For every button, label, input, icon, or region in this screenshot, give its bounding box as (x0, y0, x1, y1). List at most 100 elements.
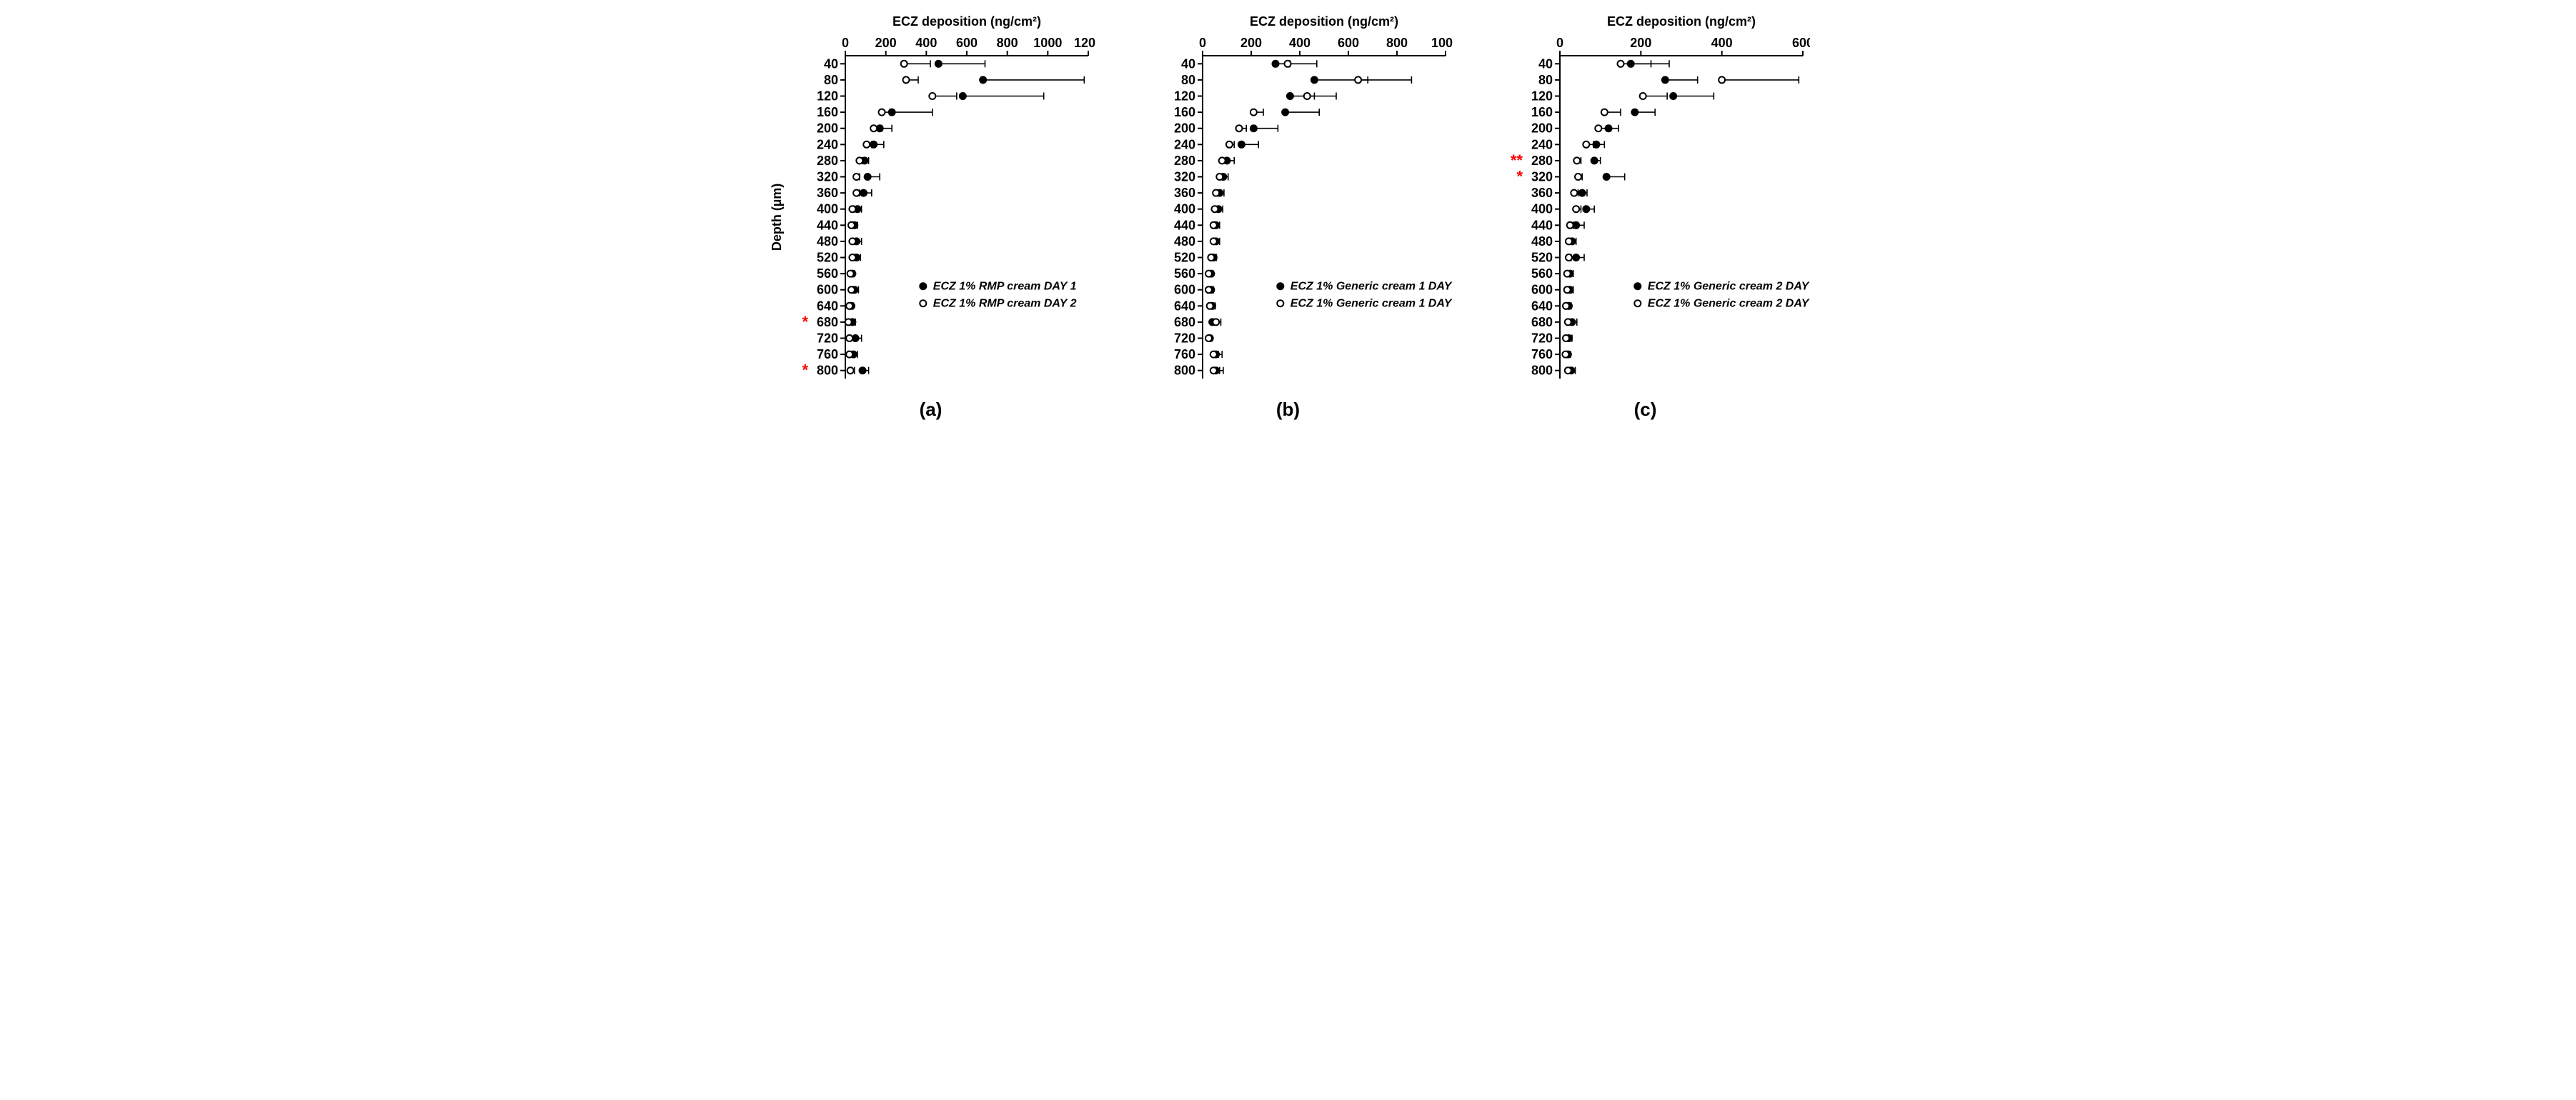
y-tick-label: 760 (1531, 347, 1552, 361)
y-tick-label: 240 (1531, 137, 1552, 151)
y-tick-label: 40 (823, 56, 837, 71)
data-marker-day1 (1627, 61, 1633, 67)
panel-label-c: (c) (1634, 399, 1657, 421)
data-marker-day2 (848, 222, 855, 229)
y-tick-label: 720 (1173, 331, 1195, 346)
data-marker-day2 (1303, 93, 1310, 99)
y-tick-label: 280 (816, 154, 837, 168)
data-marker-day2 (870, 125, 877, 131)
y-tick-label: 440 (1173, 218, 1195, 232)
x-tick-label: 200 (1240, 36, 1261, 50)
y-tick-label: 120 (1531, 89, 1552, 104)
data-marker-day2 (1575, 174, 1581, 180)
data-marker-day1 (1583, 206, 1589, 212)
data-marker-day1 (1593, 141, 1599, 148)
data-marker-day2 (849, 206, 855, 212)
y-tick-label: 720 (1531, 331, 1552, 346)
data-marker-day1 (870, 141, 877, 148)
data-marker-day2 (1210, 351, 1216, 358)
y-tick-label: 560 (1531, 266, 1552, 281)
y-tick-label: 160 (1173, 105, 1195, 119)
y-tick-label: 640 (816, 299, 837, 313)
y-tick-label: 480 (816, 234, 837, 249)
y-tick-label: 320 (1531, 170, 1552, 184)
significance-marker: * (802, 313, 808, 331)
legend-marker (920, 283, 926, 289)
data-marker-day2 (846, 351, 852, 358)
x-tick-label: 600 (1337, 36, 1358, 50)
y-tick-label: 800 (1531, 364, 1552, 378)
data-marker-day1 (1605, 125, 1611, 131)
significance-marker: * (802, 361, 808, 379)
y-tick-label: 680 (816, 315, 837, 329)
y-tick-label: 480 (1531, 234, 1552, 249)
data-marker-day2 (1562, 351, 1568, 358)
legend-marker (1277, 300, 1283, 306)
y-tick-label: 160 (1531, 105, 1552, 119)
significance-marker: * (1516, 168, 1523, 186)
y-tick-label: 40 (1538, 56, 1552, 71)
data-marker-day2 (1564, 367, 1571, 374)
data-marker-day2 (848, 286, 855, 293)
x-tick-label: 200 (1630, 36, 1651, 50)
legend-marker (1634, 300, 1641, 306)
panel-wrap-c: 0200400600ECZ deposition (ng/cm²)4080120… (1481, 14, 1810, 421)
y-tick-label: 40 (1180, 56, 1195, 71)
data-marker-day2 (1571, 190, 1577, 196)
data-marker-day2 (856, 157, 862, 164)
x-tick-label: 600 (1791, 36, 1809, 50)
y-tick-label: 200 (816, 121, 837, 136)
y-tick-label: 680 (1531, 315, 1552, 329)
y-tick-label: 480 (1173, 234, 1195, 249)
data-marker-day1 (864, 174, 870, 180)
data-marker-day1 (1311, 76, 1317, 83)
y-tick-label: 760 (1173, 347, 1195, 361)
data-marker-day1 (1631, 109, 1638, 116)
legend-marker (1277, 283, 1283, 289)
data-marker-day2 (1617, 61, 1623, 67)
data-marker-day2 (1563, 335, 1569, 341)
data-marker-day2 (1205, 271, 1212, 277)
data-marker-day2 (846, 335, 852, 341)
data-marker-day2 (853, 190, 860, 196)
x-tick-label: 1200 (1073, 36, 1095, 50)
data-marker-day2 (853, 174, 860, 180)
y-tick-label: 200 (1173, 121, 1195, 136)
data-marker-day1 (980, 76, 986, 83)
data-marker-day2 (1564, 319, 1571, 325)
y-tick-label: 400 (1531, 202, 1552, 216)
data-marker-day1 (935, 61, 941, 67)
data-marker-day2 (1563, 271, 1570, 277)
data-marker-day2 (1205, 286, 1212, 293)
legend-marker (920, 300, 926, 306)
y-tick-label: 320 (1173, 170, 1195, 184)
data-marker-day2 (1235, 125, 1242, 131)
y-axis-label: Depth (µm) (770, 184, 784, 251)
x-tick-label: 0 (841, 36, 848, 50)
data-marker-day2 (1225, 141, 1232, 148)
y-tick-label: 520 (816, 251, 837, 265)
data-marker-day2 (847, 367, 853, 374)
y-tick-label: 520 (1173, 251, 1195, 265)
data-marker-day1 (860, 190, 867, 196)
data-marker-day2 (1355, 76, 1361, 83)
panel-label-b: (b) (1276, 399, 1300, 421)
data-marker-day2 (1210, 222, 1216, 229)
data-marker-day2 (1213, 319, 1219, 325)
data-marker-day2 (900, 61, 907, 67)
x-axis-label: ECZ deposition (ng/cm²) (1607, 14, 1756, 29)
significance-marker: ** (1510, 151, 1523, 169)
data-marker-day2 (1284, 61, 1291, 67)
data-marker-day2 (1565, 254, 1571, 261)
y-tick-label: 560 (816, 266, 837, 281)
data-marker-day2 (847, 271, 853, 277)
x-tick-label: 0 (1198, 36, 1205, 50)
y-tick-label: 360 (1173, 186, 1195, 200)
data-marker-day2 (1573, 206, 1579, 212)
data-marker-day1 (1250, 125, 1256, 131)
data-marker-day1 (1578, 190, 1585, 196)
y-tick-label: 640 (1173, 299, 1195, 313)
data-marker-day2 (1563, 286, 1570, 293)
data-marker-day2 (845, 319, 851, 325)
x-tick-label: 400 (1711, 36, 1732, 50)
